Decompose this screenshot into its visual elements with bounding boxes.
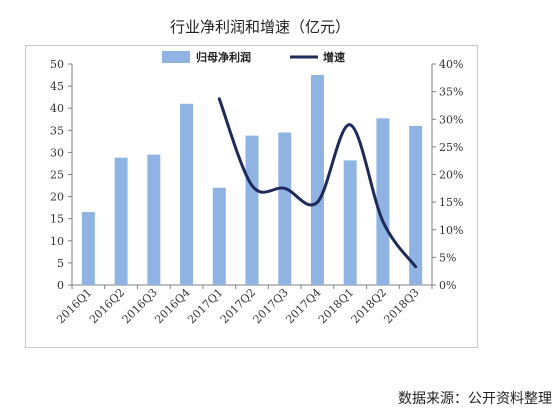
left-tick-label: 50 [50,58,64,71]
bar [180,103,194,285]
x-tick-label: 2018Q3 [381,286,421,326]
left-tick-label: 25 [50,169,64,182]
x-tick-label: 2017Q2 [218,286,258,326]
bar [212,187,226,285]
source-note: 数据来源：公开资料整理 [398,391,552,407]
left-tick-label: 35 [50,124,64,137]
bar [278,132,292,285]
legend-label-line: 增速 [323,50,345,64]
chart-frame [25,45,478,348]
right-tick-label: 35% [439,86,463,99]
bar [245,135,259,285]
left-tick-label: 45 [50,80,64,93]
legend-swatch-bar [162,51,190,63]
x-tick-label: 2016Q3 [120,286,160,326]
left-tick-label: 10 [50,235,64,248]
bar [81,212,95,285]
growth-line [217,97,418,269]
x-tick-label: 2016Q2 [87,286,127,326]
right-tick-label: 20% [439,169,463,182]
right-tick-label: 40% [439,58,463,71]
x-tick-label: 2018Q1 [316,286,356,326]
bar [114,157,128,285]
bar [409,125,423,285]
right-tick-label: 25% [439,141,463,154]
right-tick-label: 30% [439,113,463,126]
left-tick-label: 20 [50,191,64,204]
left-tick-label: 5 [57,257,64,270]
left-tick-label: 40 [50,102,64,115]
x-tick-label: 2018Q2 [349,286,389,326]
right-tick-label: 10% [439,224,463,237]
chart-title: 行业净利润和增速（亿元） [169,18,350,36]
x-tick-label: 2017Q4 [283,286,323,326]
bar [376,118,390,285]
left-tick-label: 30 [50,146,64,159]
x-tick-label: 2017Q1 [185,286,225,326]
right-tick-label: 5% [439,251,456,264]
x-tick-label: 2016Q4 [152,286,192,326]
bar [147,154,161,285]
bar [343,160,357,285]
legend-label-bar: 归母净利润 [196,50,251,64]
bar [310,75,324,285]
right-tick-label: 15% [439,196,463,209]
right-tick-label: 0% [439,279,456,292]
left-tick-label: 0 [57,279,64,292]
x-tick-label: 2017Q3 [251,286,291,326]
left-tick-label: 15 [50,213,64,226]
